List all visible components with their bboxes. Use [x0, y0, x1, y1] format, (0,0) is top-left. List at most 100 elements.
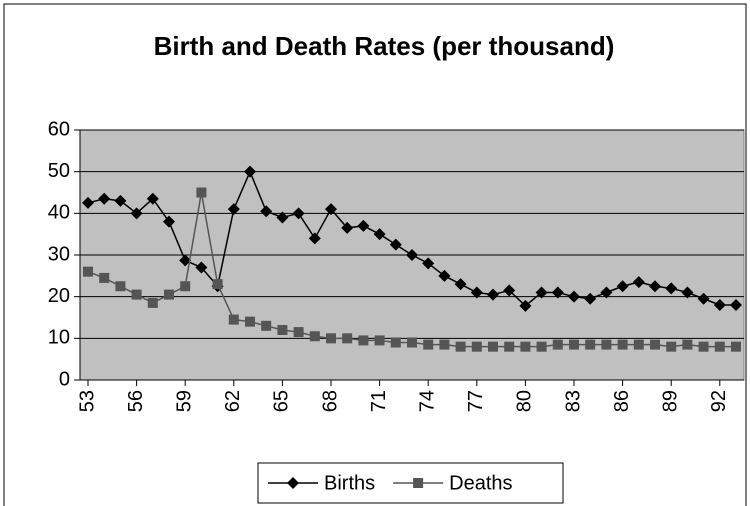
- chart-title: Birth and Death Rates (per thousand): [154, 31, 615, 61]
- data-point: [131, 289, 142, 300]
- data-point: [196, 187, 207, 198]
- data-point: [195, 261, 208, 274]
- data-point: [115, 281, 126, 292]
- data-point: [260, 205, 273, 218]
- data-point: [82, 196, 94, 209]
- data-point: [358, 335, 369, 346]
- data-point: [180, 281, 191, 292]
- data-point: [681, 286, 694, 299]
- data-point: [423, 339, 434, 350]
- x-tick-label: 59: [173, 390, 195, 412]
- y-tick-label: 30: [48, 243, 70, 265]
- x-tick-label: 62: [222, 390, 244, 412]
- data-point: [569, 339, 579, 350]
- data-point: [487, 288, 499, 301]
- x-tick-label: 89: [659, 390, 681, 412]
- y-tick-label: 10: [48, 327, 70, 349]
- data-point: [616, 280, 629, 293]
- data-point: [520, 341, 531, 352]
- data-point: [536, 341, 547, 352]
- data-point: [130, 207, 143, 220]
- data-point: [503, 284, 516, 297]
- data-point: [341, 221, 354, 234]
- data-point: [146, 192, 159, 205]
- x-tick-label: 65: [271, 390, 293, 412]
- data-point: [245, 316, 255, 327]
- data-point: [389, 238, 402, 251]
- data-point: [277, 325, 288, 335]
- data-point: [373, 228, 386, 241]
- data-point: [407, 337, 417, 348]
- data-point: [633, 339, 644, 350]
- data-point: [293, 327, 304, 338]
- data-point: [585, 339, 596, 350]
- data-point: [98, 192, 111, 205]
- x-tick-label: 92: [708, 390, 730, 412]
- data-point: [114, 194, 127, 207]
- x-tick-label: 86: [611, 390, 633, 412]
- data-point: [584, 292, 597, 305]
- data-point: [698, 341, 709, 352]
- data-point: [601, 339, 612, 350]
- y-tick-label: 60: [48, 118, 70, 140]
- data-point: [551, 286, 564, 299]
- data-point: [228, 314, 239, 325]
- data-point: [179, 254, 192, 267]
- x-tick-label: 80: [514, 390, 536, 412]
- x-tick-label: 83: [562, 390, 584, 412]
- data-point: [632, 276, 645, 289]
- data-point: [697, 292, 710, 305]
- data-point: [374, 335, 385, 346]
- data-point: [439, 339, 450, 350]
- data-point: [713, 299, 726, 311]
- x-tick-label: 53: [76, 390, 98, 412]
- data-point: [147, 297, 158, 308]
- x-tick-label: 71: [368, 390, 390, 412]
- legend-label: Births: [324, 472, 375, 494]
- data-point: [650, 339, 660, 350]
- data-point: [504, 341, 515, 352]
- legend-marker: [413, 478, 424, 488]
- data-point: [325, 203, 337, 216]
- data-point: [308, 232, 321, 245]
- x-tick-label: 68: [319, 390, 341, 412]
- data-point: [454, 278, 467, 291]
- data-point: [730, 299, 742, 311]
- data-point: [83, 266, 93, 277]
- data-point: [455, 341, 466, 352]
- data-point: [682, 339, 693, 350]
- data-point: [519, 299, 532, 312]
- data-point: [422, 257, 435, 270]
- data-point: [470, 286, 483, 299]
- y-tick-label: 50: [48, 160, 70, 182]
- data-point: [471, 341, 482, 352]
- data-point: [212, 279, 223, 290]
- data-point: [99, 272, 110, 283]
- y-tick-label: 40: [48, 202, 70, 224]
- data-point: [261, 320, 272, 331]
- y-tick-label: 0: [59, 368, 70, 390]
- data-point: [535, 286, 548, 299]
- legend: Births Deaths: [257, 462, 564, 504]
- data-point: [292, 207, 305, 220]
- data-point: [342, 333, 353, 344]
- x-tick-label: 56: [125, 390, 147, 412]
- data-point: [666, 341, 677, 352]
- data-point: [406, 249, 418, 261]
- y-tick-label: 20: [48, 285, 70, 307]
- x-tick-label: 74: [416, 390, 438, 412]
- data-point: [390, 337, 401, 348]
- data-point: [326, 333, 336, 344]
- data-point: [552, 339, 563, 350]
- x-tick-label: 77: [465, 390, 487, 412]
- data-point: [568, 290, 580, 303]
- data-point: [163, 215, 175, 228]
- legend-label: Deaths: [449, 472, 512, 494]
- data-point: [244, 165, 256, 178]
- data-point: [438, 269, 451, 282]
- data-point: [488, 341, 498, 352]
- data-point: [357, 219, 370, 232]
- data-point: [649, 280, 661, 293]
